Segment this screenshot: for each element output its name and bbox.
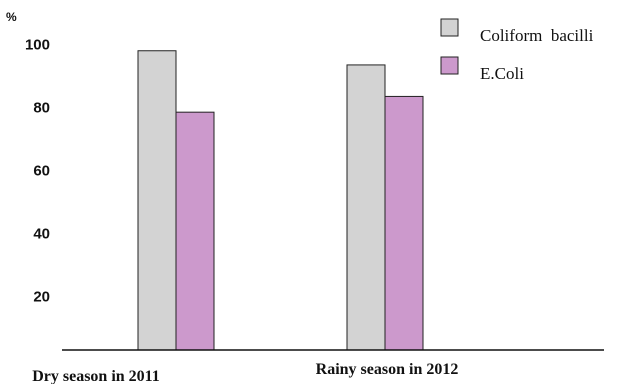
y-tick-label: 60 <box>33 162 50 179</box>
bars <box>137 50 424 351</box>
legend-label: E.Coli <box>480 64 524 83</box>
y-tick-label: 80 <box>33 99 50 116</box>
y-axis-ticks: 20 40 60 80 100 <box>25 36 50 305</box>
legend-swatch <box>440 56 459 75</box>
bar-coliform-bacilli <box>137 50 177 351</box>
y-axis-unit: % <box>6 10 17 24</box>
x-axis-labels: Dry season in 2011 Rainy season in 2012 <box>32 361 458 384</box>
y-tick-label: 20 <box>33 288 50 305</box>
legend-swatch <box>440 18 459 37</box>
y-tick-label: 40 <box>33 225 50 242</box>
bar-coliform-bacilli <box>346 64 386 351</box>
x-category-label: Rainy season in 2012 <box>316 361 459 378</box>
legend-label: Coliform bacilli <box>480 26 594 45</box>
y-tick-label: 100 <box>25 36 50 53</box>
legend: Coliform bacilli E.Coli <box>440 18 594 83</box>
x-category-label: Dry season in 2011 <box>32 368 160 384</box>
bar-e-coli <box>175 111 215 351</box>
bar-e-coli <box>384 95 424 351</box>
